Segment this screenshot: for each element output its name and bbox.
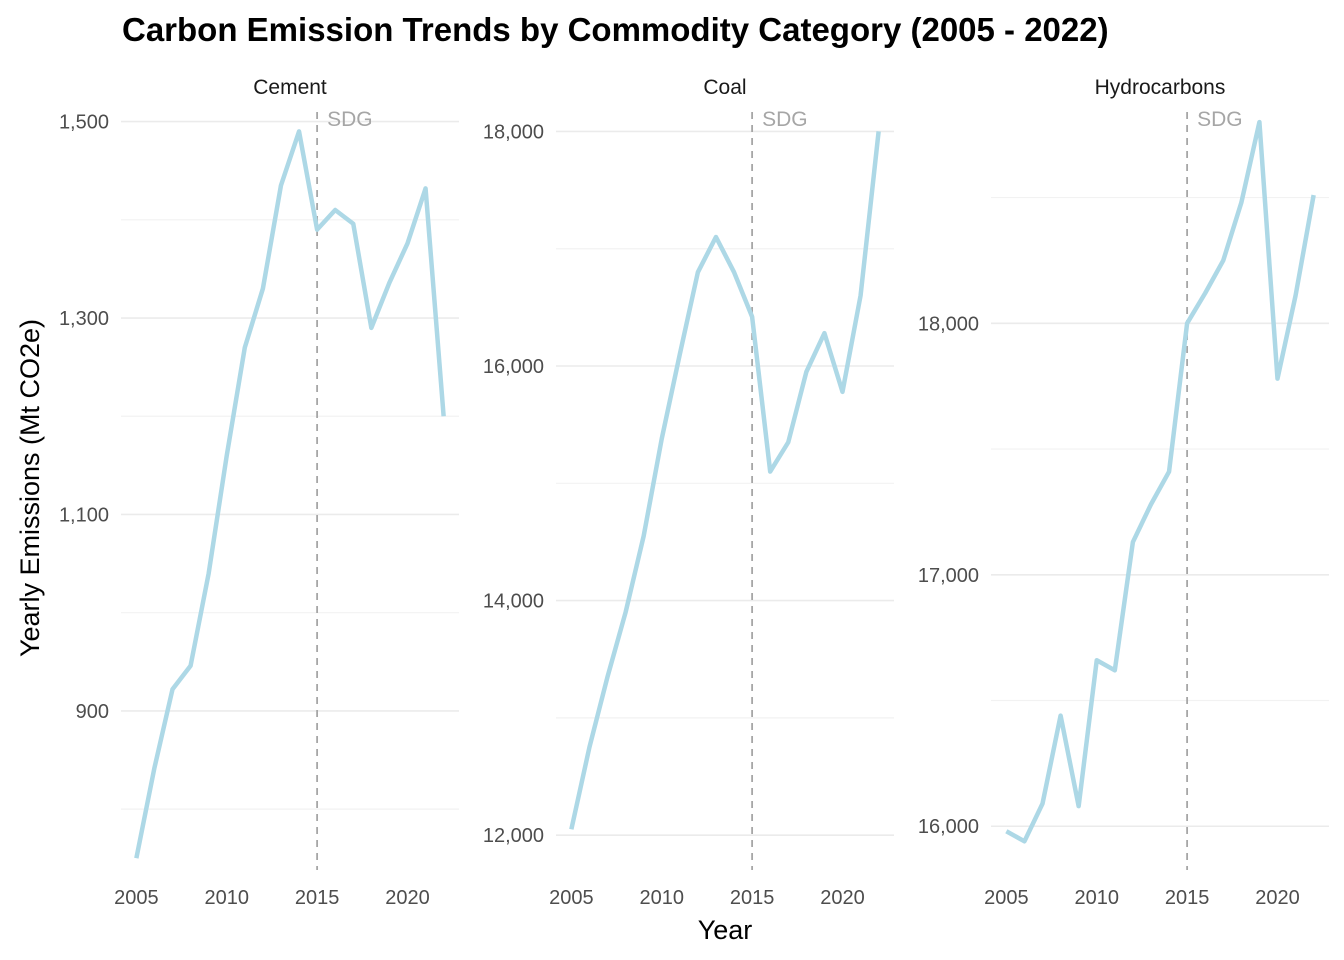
data-point bbox=[225, 454, 229, 458]
data-point bbox=[642, 534, 646, 538]
data-point bbox=[1004, 829, 1008, 833]
x-tick-label: 2015 bbox=[1165, 887, 1210, 909]
data-point bbox=[840, 390, 844, 394]
panel-hydrocarbons: 16,000 17,000 18,000 2005 2010 2015 2020 Hydroc… bbox=[918, 76, 1329, 909]
x-tick-label: 2010 bbox=[639, 887, 684, 909]
y-tick-label: 16,000 bbox=[483, 356, 544, 378]
y-tick-label: 17,000 bbox=[918, 565, 979, 587]
chart-title: Carbon Emission Trends by Commodity Cate… bbox=[122, 11, 1109, 48]
data-point bbox=[1203, 291, 1207, 295]
y-tick-label: 14,000 bbox=[483, 591, 544, 613]
data-point bbox=[714, 235, 718, 239]
y-tick-label: 1,500 bbox=[59, 112, 109, 134]
data-point bbox=[606, 675, 610, 679]
y-tick-label: 900 bbox=[76, 701, 109, 723]
data-point bbox=[243, 346, 247, 350]
x-tick-label: 2010 bbox=[1074, 887, 1119, 909]
x-tick-label: 2015 bbox=[730, 887, 775, 909]
data-point bbox=[569, 827, 573, 831]
x-tick-label: 2005 bbox=[114, 887, 159, 909]
x-tick-label: 2015 bbox=[295, 887, 340, 909]
reference-line-label: SDG bbox=[762, 108, 808, 131]
y-tick-label: 16,000 bbox=[918, 816, 979, 838]
data-point bbox=[768, 470, 772, 474]
y-tick-label: 1,300 bbox=[59, 308, 109, 330]
data-point bbox=[442, 414, 446, 418]
data-point bbox=[279, 183, 283, 187]
panel-coal: 12,000 14,000 16,000 18,000 2005 2010 2015 2020… bbox=[483, 76, 894, 909]
data-point bbox=[660, 437, 664, 441]
data-point bbox=[333, 208, 337, 212]
facet-label-hydrocarbons: Hydrocarbons bbox=[1095, 76, 1226, 99]
x-tick-label: 2020 bbox=[385, 887, 430, 909]
data-point bbox=[696, 270, 700, 274]
data-point bbox=[1022, 839, 1026, 843]
y-axis-title: Yearly Emissions (Mt CO2e) bbox=[15, 319, 45, 657]
data-point bbox=[369, 326, 373, 330]
data-point bbox=[315, 228, 319, 232]
data-point bbox=[297, 129, 301, 133]
series-line-hydrocarbons bbox=[1005, 119, 1316, 844]
data-point bbox=[1167, 470, 1171, 474]
data-point bbox=[804, 370, 808, 374]
data-point bbox=[351, 222, 355, 226]
data-point bbox=[424, 186, 428, 190]
data-point bbox=[1294, 294, 1298, 298]
data-point bbox=[134, 856, 138, 860]
data-point bbox=[1257, 120, 1261, 124]
data-point bbox=[189, 664, 193, 668]
x-axis-title: Year bbox=[698, 915, 753, 945]
data-point bbox=[1041, 802, 1045, 806]
data-point bbox=[1077, 804, 1081, 808]
data-point bbox=[152, 766, 156, 770]
series-line-cement bbox=[134, 129, 446, 859]
y-tick-label: 1,100 bbox=[59, 504, 109, 526]
data-point bbox=[1275, 377, 1279, 381]
x-tick-label: 2010 bbox=[204, 887, 249, 909]
data-point bbox=[1185, 321, 1189, 325]
data-point bbox=[261, 287, 265, 291]
data-point bbox=[859, 294, 863, 298]
reference-line-label: SDG bbox=[1197, 108, 1243, 131]
data-point bbox=[1239, 201, 1243, 205]
x-tick-label: 2005 bbox=[549, 887, 594, 909]
data-point bbox=[171, 687, 175, 691]
data-point bbox=[1059, 714, 1063, 718]
panel-cement: 900 1,100 1,300 1,500 2005 2010 2015 2020 Cement… bbox=[59, 76, 459, 909]
data-point bbox=[1095, 658, 1099, 662]
data-point bbox=[1131, 540, 1135, 544]
data-point bbox=[822, 331, 826, 335]
data-point bbox=[587, 745, 591, 749]
reference-line-label: SDG bbox=[327, 108, 373, 131]
data-point bbox=[750, 315, 754, 319]
data-point bbox=[624, 610, 628, 614]
x-tick-label: 2020 bbox=[820, 887, 865, 909]
data-point bbox=[387, 281, 391, 285]
y-tick-label: 18,000 bbox=[918, 313, 979, 335]
data-point bbox=[678, 352, 682, 356]
data-point bbox=[1221, 258, 1225, 262]
data-point bbox=[405, 241, 409, 245]
data-point bbox=[207, 571, 211, 575]
data-point bbox=[786, 440, 790, 444]
x-tick-label: 2005 bbox=[984, 887, 1029, 909]
series-line-coal bbox=[569, 131, 881, 830]
facet-label-coal: Coal bbox=[703, 76, 746, 99]
data-point bbox=[1149, 502, 1153, 506]
y-tick-label: 12,000 bbox=[483, 825, 544, 847]
data-point bbox=[732, 270, 736, 274]
x-tick-label: 2020 bbox=[1255, 887, 1300, 909]
data-point bbox=[877, 129, 881, 133]
y-tick-label: 18,000 bbox=[483, 121, 544, 143]
data-point bbox=[1113, 668, 1117, 672]
facet-label-cement: Cement bbox=[253, 76, 327, 99]
facet-panels: 900 1,100 1,300 1,500 2005 2010 2015 2020 Cement… bbox=[59, 76, 1329, 909]
data-point bbox=[1312, 193, 1316, 197]
